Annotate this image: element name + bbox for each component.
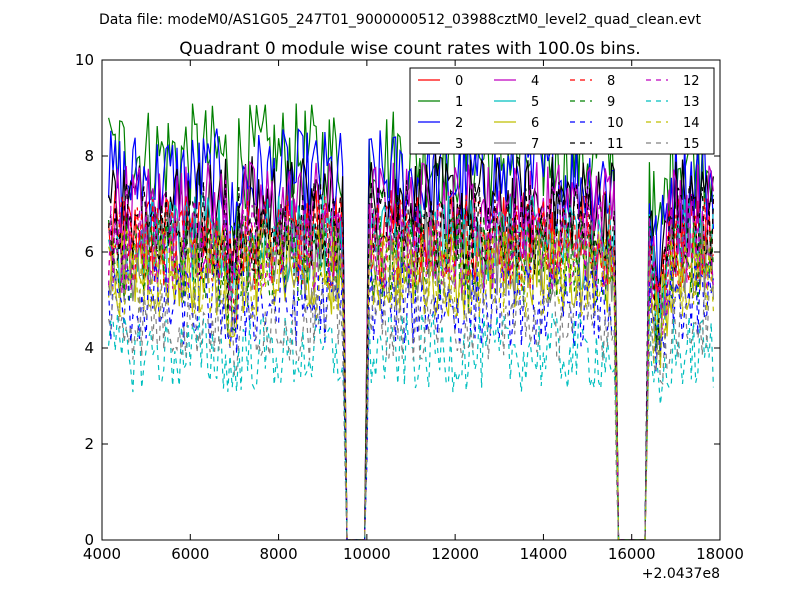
x-tick-label: 12000 [431,545,479,563]
x-tick-label: 18000 [696,545,744,563]
axis-ticks: 4000 6000 8000 10000 12000 14000 16000 18000 0 2 4… [75,51,744,563]
y-tick-label: 2 [84,435,94,453]
x-tick-label: 16000 [608,545,656,563]
series-line-8 [108,195,714,540]
series-line-4 [108,160,714,540]
series-line-10 [108,261,714,540]
y-tick-label: 8 [84,147,94,165]
series-line-9 [108,215,714,540]
series-line-14 [108,231,714,540]
y-tick-label: 6 [84,243,94,261]
x-tick-label: 6000 [171,545,209,563]
legend-label: 9 [607,95,615,110]
legend-label: 8 [607,74,615,89]
y-tick-label: 10 [75,51,94,69]
legend-label: 1 [455,95,463,110]
legend-label: 0 [455,74,463,89]
legend-label: 3 [455,137,463,152]
legend-label: 12 [683,74,700,89]
x-tick-label: 4000 [83,545,121,563]
plot-area [108,103,714,540]
series-line-7 [108,210,714,540]
y-tick-label: 0 [84,531,94,549]
y-tick-label: 4 [84,339,94,357]
series-line-2 [108,128,714,540]
data-file-caption: Data file: modeM0/AS1G05_247T01_90000005… [99,12,701,28]
legend-label: 14 [683,116,700,131]
x-offset-label: +2.0437e8 [642,566,720,582]
legend-label: 15 [683,137,700,152]
plot-frame [101,59,721,541]
legend-label: 5 [531,95,539,110]
series-line-13 [108,313,714,540]
legend-label: 7 [531,137,539,152]
x-tick-label: 8000 [259,545,297,563]
series-line-3 [108,154,714,540]
x-tick-label: 10000 [343,545,391,563]
chart-title: Quadrant 0 module wise count rates with … [179,39,640,59]
series-line-11 [108,180,714,540]
legend-label: 6 [531,116,539,131]
legend-label: 4 [531,74,539,89]
legend-label: 2 [455,116,463,131]
legend-label: 13 [683,95,700,110]
legend-label: 10 [607,116,624,131]
x-tick-label: 14000 [520,545,568,563]
series-line-15 [108,277,714,540]
legend-label: 11 [607,137,624,152]
series-line-12 [108,200,714,540]
legend-box [409,67,715,155]
